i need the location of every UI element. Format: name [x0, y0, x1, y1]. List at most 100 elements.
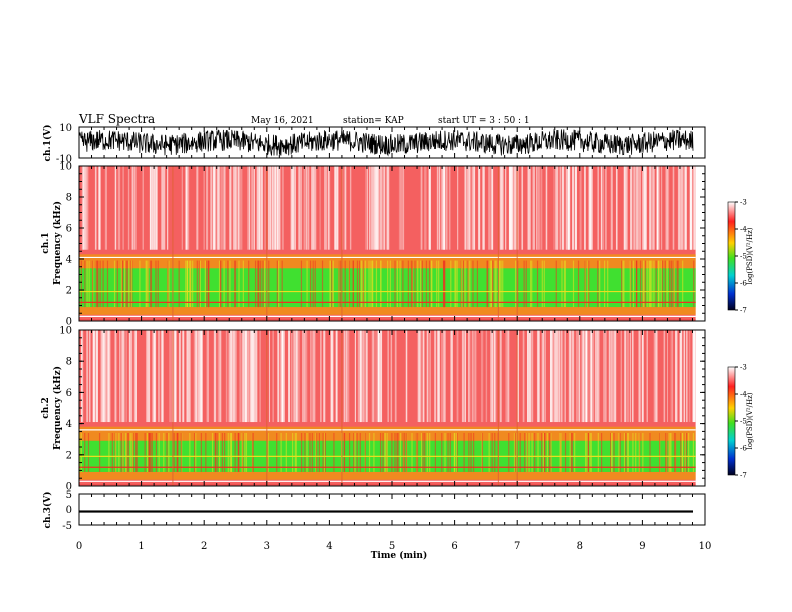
spec-burst — [502, 260, 504, 308]
spec-column — [88, 330, 91, 423]
ch1-waveform-ylabel: ch.1(V) — [42, 125, 53, 162]
spec-column — [276, 166, 278, 250]
spec-column — [558, 330, 561, 423]
spec-column — [500, 166, 503, 250]
spec-column — [597, 166, 600, 250]
spec-column — [675, 330, 678, 423]
spec-column — [420, 166, 423, 250]
spec-column — [578, 330, 581, 423]
spec-burst — [234, 432, 236, 472]
spec-burst — [385, 432, 387, 472]
spec-burst — [234, 260, 237, 308]
spec-burst — [108, 432, 110, 472]
spec-column — [490, 330, 493, 423]
spec-column — [610, 166, 613, 250]
spec-burst — [120, 260, 122, 308]
spec-column — [591, 330, 595, 423]
spec-burst — [227, 432, 229, 472]
spec-column — [446, 166, 448, 250]
spec-burst — [659, 432, 661, 472]
spec-column — [642, 330, 644, 423]
colorbar-tick-label: -4 — [740, 226, 747, 234]
spec-column — [335, 330, 338, 423]
spec-burst — [379, 432, 382, 472]
spec-burst — [151, 432, 153, 472]
spec-burst — [610, 432, 612, 472]
spec-burst — [248, 260, 250, 308]
spec-column — [405, 330, 408, 423]
spec-burst — [397, 432, 399, 472]
spec-burst — [655, 260, 657, 308]
spec-column — [94, 166, 97, 250]
spec-column — [620, 330, 622, 423]
spec-column — [293, 330, 296, 423]
spec-burst — [173, 432, 175, 472]
ch1-ytick-top: 10 — [59, 123, 72, 134]
spec-column — [188, 330, 191, 423]
spec-column — [555, 166, 558, 250]
spec-column — [228, 330, 231, 423]
spec-burst — [669, 260, 671, 308]
spec-column — [642, 166, 645, 250]
spec-burst — [434, 432, 436, 472]
spec-column — [331, 330, 334, 423]
spec-column — [692, 330, 695, 423]
spec-column — [590, 166, 593, 250]
spec-column — [313, 330, 316, 423]
spec-column — [574, 166, 578, 250]
spec-burst — [321, 260, 324, 308]
spec-column — [186, 330, 189, 423]
spec-burst — [131, 432, 133, 472]
spec-column — [155, 166, 158, 250]
spec-column — [311, 330, 314, 423]
spec-burst — [364, 260, 367, 308]
ch1-colorbar-gradient — [727, 201, 736, 311]
x-tick-label: 10 — [699, 541, 712, 552]
spec-column — [379, 330, 382, 423]
spec-burst — [262, 260, 264, 308]
spec-column — [626, 330, 629, 423]
spec-burst — [227, 260, 229, 308]
spec-burst — [364, 432, 366, 472]
spec-column — [319, 166, 321, 250]
spec-column — [239, 166, 242, 250]
y-tick-label: 0 — [66, 317, 72, 328]
spec-burst — [116, 260, 118, 308]
spec-burst — [623, 260, 625, 308]
spec-burst — [343, 432, 346, 472]
spec-burst — [424, 432, 426, 472]
spec-burst — [314, 260, 316, 308]
spec-burst — [180, 432, 182, 472]
spec-burst — [358, 260, 361, 308]
spec-column — [254, 330, 256, 423]
spec-column — [303, 166, 306, 250]
ch3-waveform-ylabel: ch.3(V) — [42, 492, 53, 529]
spec-burst — [607, 260, 609, 308]
ch3-waveform-band — [79, 510, 693, 513]
spec-burst — [382, 432, 384, 472]
spec-column — [200, 330, 203, 423]
spec-burst — [185, 260, 187, 308]
spec-column — [147, 330, 150, 423]
spec-burst — [309, 432, 311, 472]
x-tick-label: 8 — [577, 541, 583, 552]
spec-column — [225, 330, 228, 423]
y-tick-label: 0 — [66, 482, 72, 493]
spec-column — [84, 166, 87, 250]
spec-column — [377, 330, 380, 423]
spec-burst — [361, 260, 363, 308]
spec-burst — [148, 432, 150, 472]
spec-column — [292, 330, 295, 423]
spec-column — [644, 166, 647, 250]
spec-column — [575, 330, 579, 423]
spec-burst — [670, 432, 672, 472]
spec-burst — [280, 432, 282, 472]
spec-column — [603, 330, 605, 423]
spec-burst — [684, 432, 686, 472]
figure-title: VLF Spectra — [78, 112, 155, 126]
colorbar-tick-label: -5 — [740, 418, 747, 426]
spec-column — [255, 330, 258, 423]
spec-column — [624, 166, 626, 250]
spec-column — [297, 330, 300, 423]
spec-burst — [584, 260, 586, 308]
